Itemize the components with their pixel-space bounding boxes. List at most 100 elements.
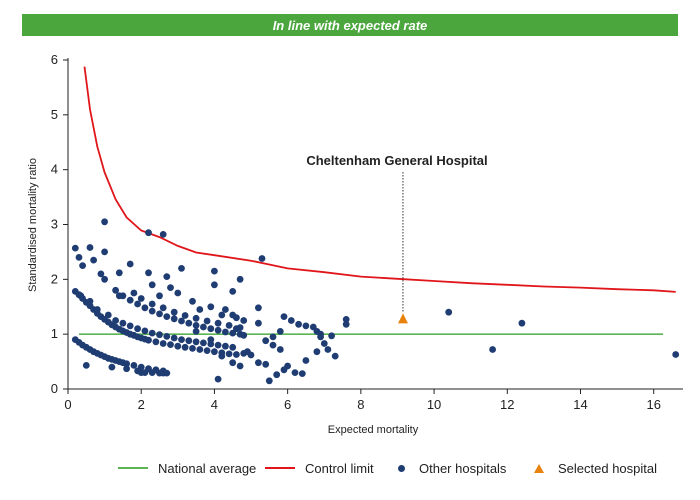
other-hospital-point — [108, 363, 116, 371]
other-hospital-point — [320, 340, 328, 347]
other-hospital-point — [222, 306, 229, 313]
other-hospital-point — [115, 269, 123, 277]
selected-hospital-point — [398, 313, 408, 324]
other-hospital-point — [185, 319, 193, 327]
other-hospital-point — [214, 341, 222, 349]
other-hospital-point — [255, 304, 262, 312]
other-hospital-point — [152, 338, 160, 346]
other-hospital-point — [276, 328, 284, 335]
other-hospital-point — [148, 369, 156, 376]
banner-text: In line with expected rate — [272, 17, 428, 33]
other-hospital-point — [192, 328, 200, 335]
legend-selected-hospital-swatch — [534, 463, 544, 473]
other-hospital-point — [148, 281, 156, 289]
other-hospital-point — [222, 328, 229, 336]
other-hospital-point — [269, 341, 277, 349]
other-hospital-point — [141, 369, 149, 376]
other-hospital-point — [273, 371, 281, 379]
other-hospital-point — [178, 336, 185, 343]
other-hospital-point — [170, 308, 178, 316]
other-hospital-point — [233, 351, 240, 358]
other-hospital-point — [255, 319, 262, 327]
legend-other-hospitals-swatch — [398, 464, 405, 472]
other-hospital-point — [101, 248, 108, 256]
other-hospital-point — [167, 341, 174, 348]
other-hospital-point — [86, 244, 94, 251]
other-hospital-point — [159, 304, 167, 312]
other-hospital-point — [159, 340, 167, 347]
other-hospital-point — [189, 345, 196, 352]
other-hospital-point — [123, 360, 130, 368]
other-hospital-point — [211, 281, 218, 289]
other-hospital-point — [148, 329, 156, 337]
other-hospital-point — [313, 348, 321, 356]
other-hospital-point — [178, 317, 185, 325]
other-hospitals-group — [71, 218, 680, 385]
other-hospital-point — [192, 322, 200, 329]
other-hospital-point — [284, 362, 291, 370]
legend-national-average-label: National average — [158, 460, 257, 476]
x-tick-label: 12 — [500, 397, 514, 412]
legend-item-other-hospitals: Other hospitals — [392, 456, 506, 480]
other-hospital-point — [156, 292, 163, 300]
control-limit-group — [83, 66, 676, 293]
other-hospital-point — [229, 359, 237, 367]
y-tick-label: 1 — [51, 326, 58, 341]
other-hospital-point — [196, 306, 204, 313]
other-hospital-point — [141, 327, 149, 335]
other-hospital-point — [445, 308, 453, 316]
other-hospital-point — [214, 326, 222, 334]
x-tick-label: 14 — [573, 397, 587, 412]
other-hospital-point — [112, 317, 119, 324]
other-hospital-point — [101, 218, 108, 226]
other-hospital-point — [181, 343, 189, 351]
other-hospital-point — [236, 362, 244, 370]
other-hospital-point — [185, 337, 193, 345]
other-hospital-point — [342, 320, 350, 328]
y-tick-label: 2 — [51, 271, 58, 286]
other-hospital-point — [134, 325, 142, 333]
other-hospital-point — [214, 375, 222, 383]
other-hospital-point — [280, 313, 288, 320]
y-tick-label: 0 — [51, 381, 58, 396]
other-hospital-point — [200, 323, 207, 331]
annotation-group: Cheltenham General Hospital — [306, 153, 488, 313]
other-hospital-point — [137, 295, 145, 302]
other-hospital-point — [222, 342, 229, 350]
other-hospital-point — [203, 317, 211, 325]
other-hospital-point — [236, 275, 244, 283]
other-hospital-point — [159, 231, 167, 238]
y-tick-label: 5 — [51, 107, 58, 122]
other-hospital-point — [97, 270, 105, 278]
other-hospital-point — [317, 330, 324, 338]
other-hospital-point — [86, 297, 94, 305]
other-hospital-point — [145, 336, 152, 344]
other-hospital-point — [262, 337, 270, 345]
x-tick-label: 6 — [284, 397, 291, 412]
legend-selected-hospital-label: Selected hospital — [558, 460, 658, 476]
other-hospital-point — [104, 311, 112, 319]
other-hospital-point — [342, 316, 350, 323]
other-hospital-point — [148, 307, 156, 315]
x-tick-label: 16 — [646, 397, 660, 412]
other-hospital-point — [207, 325, 215, 333]
other-hospital-point — [240, 331, 248, 339]
other-hospital-point — [145, 269, 152, 277]
x-tick-label: 2 — [138, 397, 145, 412]
other-hospital-point — [207, 303, 215, 311]
other-hospital-point — [200, 339, 207, 347]
other-hospital-point — [233, 314, 240, 322]
other-hospital-point — [255, 359, 262, 367]
other-hospital-point — [196, 346, 204, 353]
other-hospital-point — [163, 273, 171, 280]
other-hospital-point — [90, 256, 97, 264]
other-hospital-point — [163, 333, 171, 340]
other-hospital-point — [331, 352, 339, 360]
other-hospital-point — [75, 254, 83, 261]
other-hospital-point — [207, 336, 215, 343]
legend-item-national-average: National average — [118, 456, 256, 480]
other-hospital-point — [181, 312, 189, 319]
y-tick-label: 6 — [51, 52, 58, 67]
other-hospital-point — [170, 334, 178, 342]
